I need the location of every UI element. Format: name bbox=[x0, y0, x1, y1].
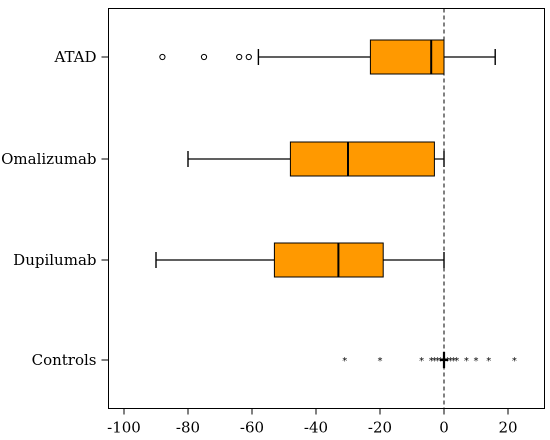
outlier-point: * bbox=[512, 356, 517, 367]
x-tick-label: -40 bbox=[304, 419, 328, 437]
x-tick-label: -100 bbox=[107, 419, 141, 437]
outlier-point: * bbox=[454, 356, 459, 367]
category-label: Dupilumab bbox=[13, 251, 96, 269]
outlier-point: * bbox=[432, 356, 437, 367]
outlier-point bbox=[159, 53, 166, 61]
x-tick-label: 20 bbox=[498, 419, 517, 437]
x-tick-label: -20 bbox=[368, 419, 392, 437]
outlier-point bbox=[245, 53, 252, 61]
outlier-point bbox=[200, 53, 208, 61]
plot-frame bbox=[108, 8, 545, 409]
iqr-box bbox=[289, 141, 435, 177]
outlier-point: * bbox=[419, 356, 424, 367]
box-controls: * * * **** **** * * * * bbox=[342, 352, 517, 368]
outlier-point: * bbox=[438, 356, 443, 367]
outlier-point: * bbox=[378, 356, 383, 367]
box-omalizumab bbox=[187, 141, 445, 177]
iqr-box bbox=[369, 39, 445, 75]
outlier-point: * bbox=[464, 356, 469, 367]
x-tick-label: -60 bbox=[240, 419, 264, 437]
outlier-point: * bbox=[445, 356, 450, 367]
category-axis: ATAD Omalizumab Dupilumab Controls bbox=[1, 48, 109, 369]
outlier-point: * bbox=[435, 356, 440, 367]
box-atad bbox=[159, 39, 496, 75]
outlier-point: * bbox=[486, 356, 491, 367]
iqr-box bbox=[273, 242, 384, 278]
x-tick-label: 0 bbox=[439, 419, 449, 437]
category-label: ATAD bbox=[53, 48, 96, 66]
x-tick-label: -80 bbox=[176, 419, 200, 437]
x-axis: -100 -80 -60 -40 -20 0 20 bbox=[107, 408, 518, 437]
box-dupilumab bbox=[155, 242, 445, 278]
category-label: Controls bbox=[32, 351, 97, 369]
outlier-point: * bbox=[448, 356, 453, 367]
outlier-point: * bbox=[474, 356, 479, 367]
outlier-point bbox=[236, 53, 243, 61]
category-label: Omalizumab bbox=[1, 150, 96, 168]
outlier-point: * bbox=[451, 356, 456, 367]
outlier-point: * bbox=[342, 356, 347, 367]
outlier-point: * bbox=[429, 356, 434, 367]
box-layer: * * * **** **** * * * * bbox=[155, 39, 517, 368]
